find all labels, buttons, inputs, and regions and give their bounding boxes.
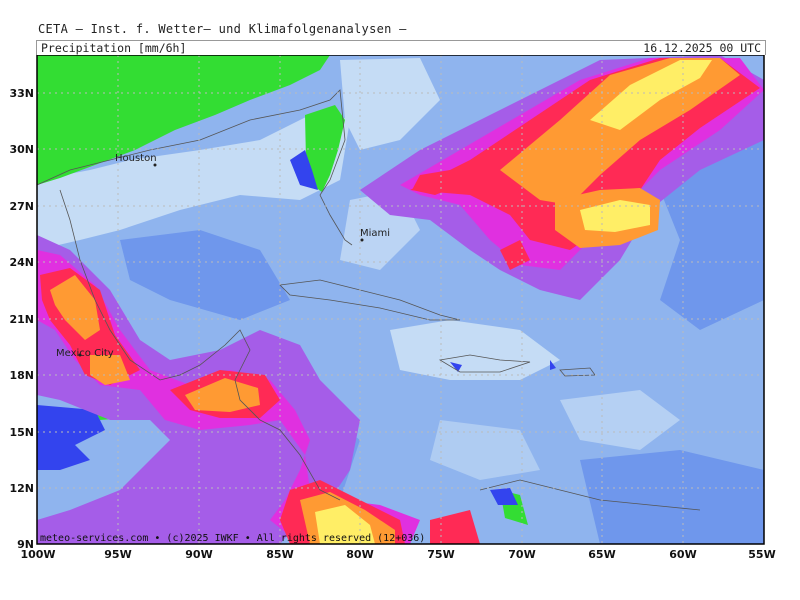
lat-tick-9n: 9N bbox=[17, 538, 34, 551]
lat-tick-12n: 12N bbox=[9, 482, 34, 495]
coastlines bbox=[37, 89, 701, 511]
lon-tick-55w: 55W bbox=[748, 548, 775, 561]
lat-tick-21n: 21N bbox=[9, 313, 34, 326]
lon-tick-85w: 85W bbox=[266, 548, 293, 561]
subheader-bar: Precipitation [mm/6h] 16.12.2025 00 UTC bbox=[36, 40, 766, 55]
lat-tick-15n: 15N bbox=[9, 426, 34, 439]
precipitation-band-atlantic bbox=[360, 55, 764, 300]
lon-tick-100w: 100W bbox=[20, 548, 55, 561]
city-markers bbox=[78, 163, 364, 357]
copyright-footer: meteo-services.com • (c)2025 IWKF • All … bbox=[40, 533, 425, 544]
latitude-axis: 33N 30N 27N 24N 21N 18N 15N 12N 9N bbox=[9, 87, 34, 551]
city-label-mexico-city: Mexico City bbox=[56, 348, 114, 359]
longitude-axis: 100W 95W 90W 85W 80W 75W 70W 65W 60W 55W bbox=[20, 548, 775, 561]
lon-tick-80w: 80W bbox=[346, 548, 373, 561]
lon-tick-65w: 65W bbox=[588, 548, 615, 561]
map-field: Houston Miami Mexico City meteo-services… bbox=[37, 55, 764, 544]
lat-tick-33n: 33N bbox=[9, 87, 34, 100]
light-precip-areas bbox=[37, 58, 680, 480]
lon-tick-70w: 70W bbox=[508, 548, 535, 561]
precipitation-band-mexico bbox=[37, 235, 480, 544]
lon-tick-90w: 90W bbox=[185, 548, 212, 561]
lon-tick-75w: 75W bbox=[427, 548, 454, 561]
valid-time: 16.12.2025 00 UTC bbox=[643, 41, 761, 55]
lon-tick-60w: 60W bbox=[669, 548, 696, 561]
lat-tick-27n: 27N bbox=[9, 200, 34, 213]
lat-tick-18n: 18N bbox=[9, 369, 34, 382]
city-label-miami: Miami bbox=[360, 228, 390, 239]
city-label-houston: Houston bbox=[115, 153, 157, 164]
map-title: CETA – Inst. f. Wetter– und Klimafolgena… bbox=[38, 22, 407, 36]
parameter-label: Precipitation [mm/6h] bbox=[41, 41, 187, 55]
lon-tick-95w: 95W bbox=[104, 548, 131, 561]
map-frame bbox=[36, 54, 765, 545]
lat-tick-24n: 24N bbox=[9, 256, 34, 269]
lat-tick-30n: 30N bbox=[9, 143, 34, 156]
lat-lon-grid bbox=[37, 55, 764, 544]
